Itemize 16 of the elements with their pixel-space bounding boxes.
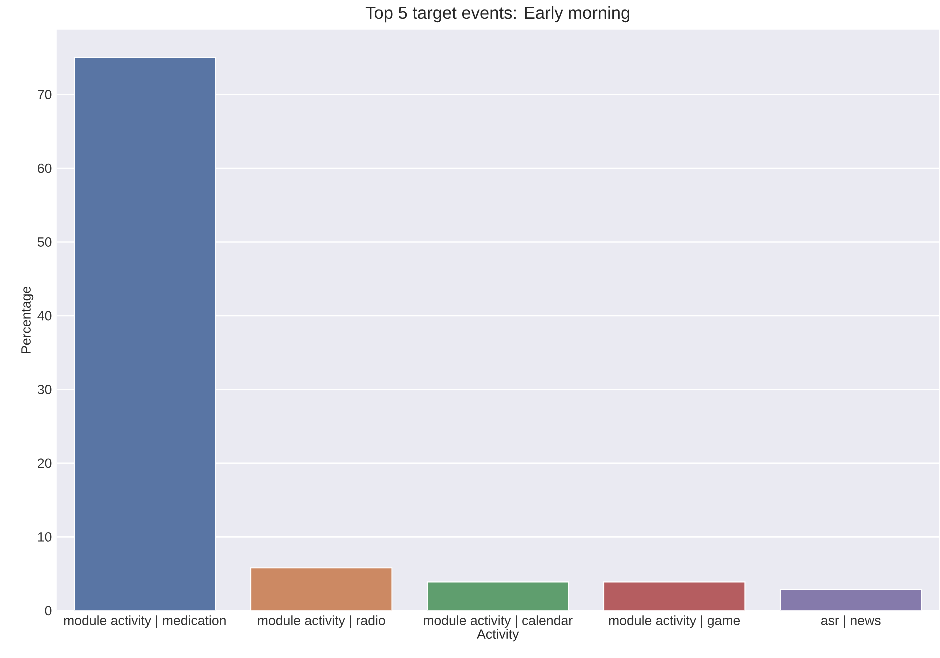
x-tick-label: module activity | game (609, 616, 740, 628)
y-tick-label: 50 (38, 238, 52, 248)
x-tick-label: asr | news (821, 616, 881, 628)
y-tick-label: 40 (38, 311, 52, 321)
x-tick-label: module activity | medication (64, 616, 226, 628)
x-axis-title: Activity (477, 629, 520, 642)
x-tick-label: module activity | radio (258, 616, 386, 628)
y-tick-label: 70 (38, 90, 52, 100)
chart-title: Top 5 target events: Early morning (366, 6, 630, 23)
x-tick-label: module activity | calendar (424, 616, 573, 628)
y-axis-title: Percentage (22, 287, 34, 354)
y-tick-label: 10 (38, 532, 52, 542)
y-tick-label: 20 (38, 458, 52, 468)
y-tick-label: 30 (38, 385, 52, 395)
y-tick-label: 60 (38, 164, 52, 174)
y-tick-label: 0 (45, 606, 52, 616)
